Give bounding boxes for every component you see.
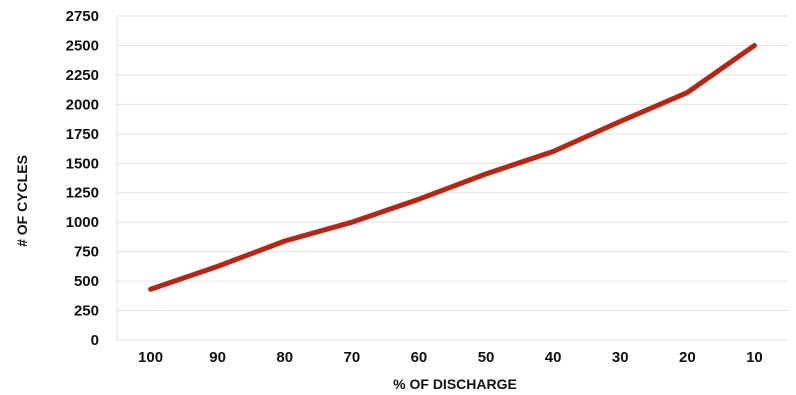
- y-tick-label: 750: [74, 244, 99, 261]
- gridlines: [116, 15, 788, 341]
- x-tick-label: 60: [411, 349, 428, 366]
- y-axis-ticks: 0 250 500 750 1000 1250 1500 1750 2000 2250 2500 27…: [66, 8, 99, 349]
- y-tick-label: 2750: [66, 8, 99, 25]
- y-tick-label: 250: [74, 303, 99, 320]
- x-tick-label: 70: [344, 349, 361, 366]
- x-tick-label: 90: [209, 349, 226, 366]
- series-line: [148, 43, 757, 292]
- x-tick-label: 80: [276, 349, 293, 366]
- y-tick-label: 2250: [66, 67, 99, 84]
- y-tick-label: 500: [74, 273, 99, 290]
- y-tick-label: 1750: [66, 126, 99, 143]
- y-tick-label: 1500: [66, 155, 99, 172]
- y-tick-label: 2500: [66, 37, 99, 54]
- x-axis-title: % OF DISCHARGE: [393, 376, 517, 392]
- y-tick-label: 1250: [66, 185, 99, 202]
- y-tick-label: 2000: [66, 96, 99, 113]
- x-tick-label: 20: [679, 349, 696, 366]
- x-tick-label: 30: [612, 349, 629, 366]
- series-layer: [148, 43, 757, 292]
- x-tick-label: 40: [545, 349, 562, 366]
- y-tick-label: 0: [91, 332, 99, 349]
- x-tick-label: 50: [478, 349, 495, 366]
- x-axis-ticks: 100 90 80 70 60 50 40 30 20 10: [138, 349, 763, 366]
- y-axis-title: # OF CYCLES: [14, 155, 30, 247]
- x-tick-label: 10: [746, 349, 763, 366]
- y-tick-label: 1000: [66, 214, 99, 231]
- x-tick-label: 100: [138, 349, 163, 366]
